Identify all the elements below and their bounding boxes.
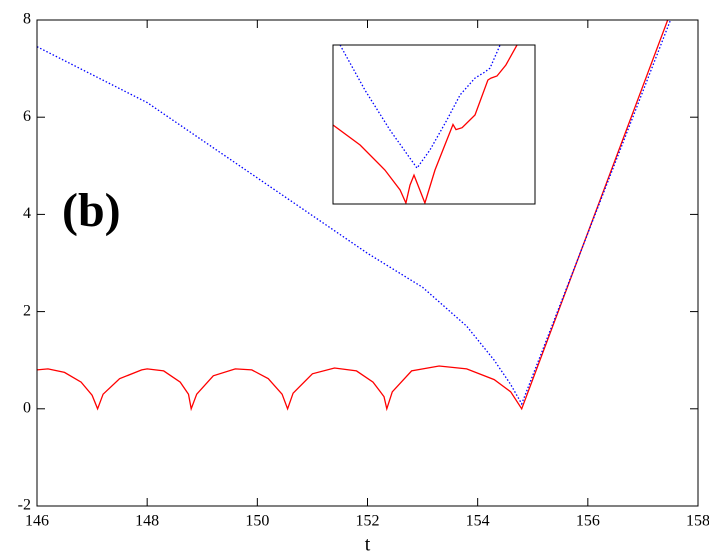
- series-line: [37, 20, 669, 412]
- y-tick-label: -2: [18, 497, 31, 514]
- y-tick-label: 4: [23, 205, 31, 222]
- series-line: [37, 20, 672, 406]
- series-line: [339, 45, 501, 170]
- x-tick-label: 150: [245, 513, 269, 530]
- annotation: (b): [62, 184, 121, 237]
- x-tick-label: 146: [25, 513, 49, 530]
- x-tick-label: 156: [576, 513, 600, 530]
- inset-background: [333, 45, 535, 204]
- y-tick-label: 6: [23, 108, 31, 125]
- plot-frame: [36, 19, 699, 507]
- y-tick-label: 2: [23, 302, 31, 319]
- x-tick-label: 158: [686, 513, 709, 530]
- x-tick-label: 152: [356, 513, 380, 530]
- x-tick-label: 148: [135, 513, 159, 530]
- x-tick-label: 154: [466, 513, 490, 530]
- y-tick-label: 8: [23, 11, 31, 28]
- x-axis-label: t: [365, 534, 371, 556]
- series-line: [333, 45, 518, 204]
- main-plot: -2 0 2 4 6 8 146 148 150 152 154 156 158 t (b): [18, 11, 709, 556]
- y-tick-label: 0: [23, 399, 31, 416]
- plot-frame: [332, 44, 536, 205]
- inset: [332, 44, 536, 205]
